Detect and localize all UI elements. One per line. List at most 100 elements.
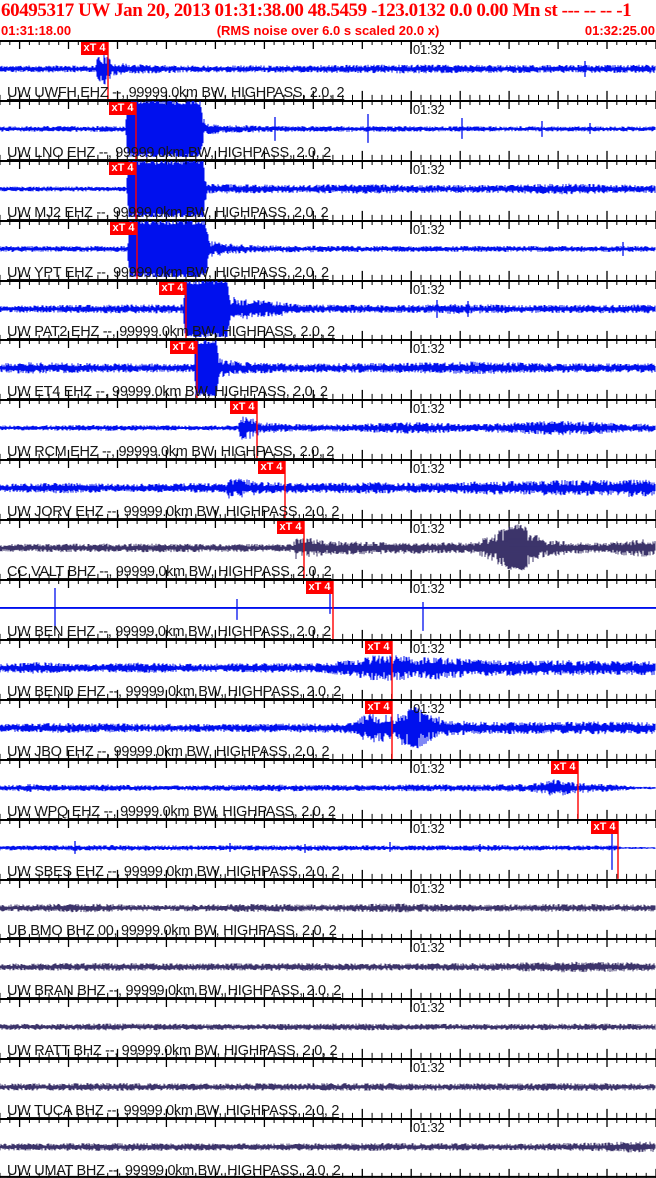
five-second-ticks: [18, 938, 656, 999]
waveform-canvas-bend[interactable]: [0, 638, 656, 699]
waveform-canvas-rcm[interactable]: [0, 399, 656, 460]
five-second-ticks: [18, 399, 656, 460]
station-label-et4: UW ET4 EHZ --, 99999.0km BW, HIGHPASS, 2…: [7, 384, 328, 400]
minute-label: 01:32: [413, 521, 445, 537]
minute-label: 01:32: [413, 42, 445, 57]
minute-label: 01:32: [413, 1060, 445, 1076]
time-ruler: [0, 1058, 656, 1061]
trace-row-valt: 01:32 xT 4 CC VALT BHZ --, 99999.0km BW, H…: [0, 519, 656, 580]
second-ticks: [0, 938, 647, 999]
time-ruler: [0, 219, 656, 222]
trace-row-sbes: 01:32 xT 4 UW SBES EHZ --, 99999.0km BW, H…: [0, 818, 656, 879]
waveform-canvas-ypt[interactable]: [0, 219, 656, 280]
trace-spikes: [74, 827, 613, 870]
second-ticks: [0, 818, 647, 879]
pick-flag-wpq[interactable]: xT 4: [551, 760, 578, 774]
trace-spikes: [54, 588, 424, 631]
time-ruler: [0, 579, 656, 582]
second-ticks: [0, 40, 647, 100]
five-second-ticks: [18, 878, 656, 939]
second-ticks: [0, 1058, 647, 1119]
trace-row-bran: 01:32 UW BRAN BHZ --, 99999.0km BW, HIGHP…: [0, 938, 656, 999]
second-ticks: [0, 998, 647, 1059]
pick-flag-bend[interactable]: xT 4: [365, 640, 392, 654]
minute-label: 01:32: [413, 221, 445, 237]
waveform-canvas-valt[interactable]: [0, 519, 656, 580]
trace-row-ratt: 01:32 UW RATT BHZ --, 99999.0km BW, HIGHP…: [0, 998, 656, 1059]
station-label-sbes: UW SBES EHZ --, 99999.0km BW, HIGHPASS, …: [7, 863, 340, 879]
minute-label: 01:32: [413, 760, 445, 776]
trace-row-jorv: 01:32 xT 4 UW JORV EHZ --, 99999.0km BW, H…: [0, 459, 656, 520]
pick-flag-mj2[interactable]: xT 4: [109, 161, 136, 175]
seismogram-trace: [0, 340, 656, 397]
waveform-canvas-wpq[interactable]: [0, 758, 656, 819]
pick-flag-uwfh[interactable]: xT 4: [81, 42, 108, 55]
trace-row-tuca: 01:32 UW TUCA BHZ --, 99999.0km BW, HIGHP…: [0, 1058, 656, 1119]
pick-flag-valt[interactable]: xT 4: [277, 521, 304, 535]
minute-label: 01:32: [413, 161, 445, 177]
waveform-canvas-jorv[interactable]: [0, 459, 656, 520]
waveform-canvas-jbo[interactable]: [0, 698, 656, 759]
pick-flag-jbo[interactable]: xT 4: [365, 700, 392, 714]
pick-flag-sbes[interactable]: xT 4: [591, 820, 618, 834]
time-ruler: [0, 878, 656, 881]
minute-label: 01:32: [413, 820, 445, 836]
waveform-canvas-umat[interactable]: [0, 1118, 656, 1178]
waveform-canvas-lno[interactable]: [0, 99, 656, 160]
waveform-canvas-bmo[interactable]: [0, 878, 656, 939]
station-label-ben: UW BEN EHZ --, 99999.0km BW, HIGHPASS, 2…: [7, 623, 331, 639]
station-label-tuca: UW TUCA BHZ --, 99999.0km BW, HIGHPASS, …: [7, 1103, 340, 1119]
trace-row-ben: 01:32 xT 4 UW BEN EHZ --, 99999.0km BW, HI…: [0, 579, 656, 639]
pick-flag-et4[interactable]: xT 4: [170, 341, 197, 355]
minute-label: 01:32: [413, 640, 445, 656]
second-ticks: [0, 1118, 647, 1178]
pick-flag-pat2[interactable]: xT 4: [159, 281, 186, 295]
seismogram-trace: [0, 779, 656, 796]
seismogram-trace: [0, 100, 656, 157]
waveform-canvas-uwfh[interactable]: [0, 40, 656, 100]
time-ruler: [0, 1118, 656, 1121]
trace-row-mj2: 01:32 xT 4 UW MJ2 EHZ --, 99999.0km BW, HI…: [0, 159, 656, 220]
second-ticks: [0, 339, 647, 400]
station-label-ypt: UW YPT EHZ --, 99999.0km BW, HIGHPASS, 2…: [7, 264, 329, 280]
waveform-canvas-mj2[interactable]: [0, 159, 656, 220]
seismogram-trace: [0, 844, 656, 851]
waveform-canvas-ben[interactable]: [0, 579, 656, 639]
seismogram-trace: [0, 706, 656, 749]
waveform-canvas-et4[interactable]: [0, 339, 656, 400]
pick-flag-ypt[interactable]: xT 4: [110, 221, 137, 235]
time-ruler: [0, 459, 656, 462]
station-label-mj2: UW MJ2 EHZ --, 99999.0km BW, HIGHPASS, 2…: [7, 204, 329, 220]
seismogram-trace: [0, 220, 656, 277]
time-ruler: [0, 40, 656, 42]
waveform-canvas-tuca[interactable]: [0, 1058, 656, 1119]
waveform-canvas-sbes[interactable]: [0, 818, 656, 879]
window-start-time: 01:31:18.00: [1, 23, 72, 38]
waveform-canvas-pat2[interactable]: [0, 279, 656, 340]
second-ticks: [0, 579, 647, 639]
station-label-lno: UW LNO EHZ --, 99999.0km BW, HIGHPASS, 2…: [7, 144, 331, 160]
pick-flag-lno[interactable]: xT 4: [109, 101, 136, 115]
time-ruler: [0, 818, 656, 821]
five-second-ticks: [18, 1118, 656, 1178]
seismogram-trace: [0, 1023, 656, 1031]
minute-label: 01:32: [413, 341, 445, 357]
time-ruler: [0, 519, 656, 522]
station-label-jbo: UW JBO EHZ --, 99999.0km BW, HIGHPASS, 2…: [7, 743, 330, 759]
pick-flag-ben[interactable]: xT 4: [306, 581, 333, 595]
time-ruler: [0, 399, 656, 402]
trace-row-uwfh: 01:32 xT 4 UW UWFH EHZ --, 99999.0km BW, H…: [0, 40, 656, 100]
seismogram-trace: [0, 478, 656, 499]
pick-flag-rcm[interactable]: xT 4: [230, 401, 257, 415]
pick-flag-jorv[interactable]: xT 4: [258, 461, 285, 475]
waveform-canvas-ratt[interactable]: [0, 998, 656, 1059]
station-label-bmo: UB BMO BHZ 00, 99999.0km BW, HIGHPASS, 2…: [7, 923, 337, 939]
trace-row-umat: 01:32 UW UMAT BHZ --, 99999.0km BW, HIGHP…: [0, 1118, 656, 1178]
seismogram-trace: [0, 655, 656, 681]
trace-spikes: [436, 299, 469, 318]
trace-row-lno: 01:32 xT 4 UW LNO EHZ --, 99999.0km BW, HI…: [0, 99, 656, 160]
waveform-canvas-bran[interactable]: [0, 938, 656, 999]
seismogram-trace: [0, 902, 656, 912]
trace-row-et4: 01:32 xT 4 UW ET4 EHZ --, 99999.0km BW, HI…: [0, 339, 656, 400]
